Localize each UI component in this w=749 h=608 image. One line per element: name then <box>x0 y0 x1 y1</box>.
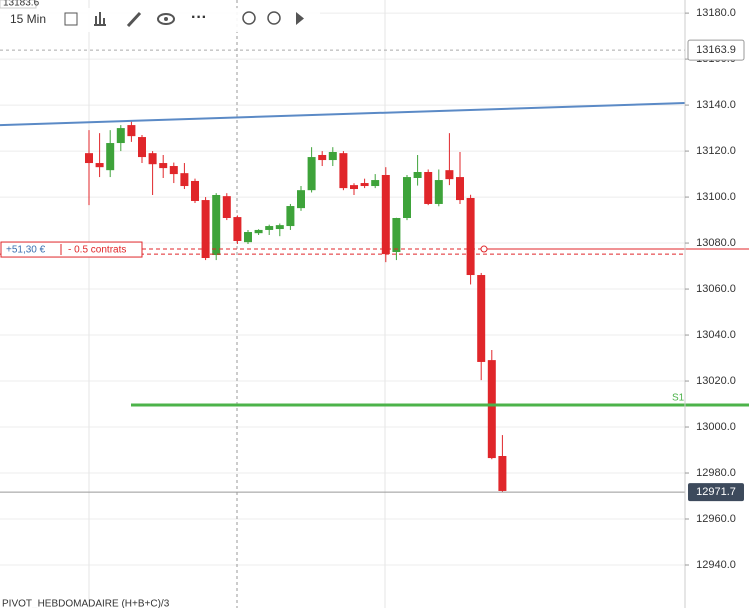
y-tick-label: 13120.0 <box>696 145 736 157</box>
y-tick-label: 12940.0 <box>696 559 736 571</box>
zoom-in-icon[interactable] <box>267 11 281 25</box>
candle-body <box>116 128 125 144</box>
draw-icon[interactable] <box>126 11 142 28</box>
indicator-label: PIVOT_HEBDOMADAIRE (H+B+C)/3 <box>2 599 170 608</box>
candle-body <box>466 197 475 276</box>
interval[interactable]: 15 Min <box>10 12 46 26</box>
candle-body <box>350 185 358 190</box>
candle-body <box>169 166 178 175</box>
y-tick-label: 13060.0 <box>696 283 736 295</box>
candle-body <box>371 180 380 187</box>
reference-box <box>687 39 745 61</box>
candle-body <box>424 172 433 204</box>
y-tick-label: 13080.0 <box>696 237 736 249</box>
trend-line <box>0 102 686 127</box>
calendar-icon[interactable] <box>64 12 78 26</box>
candle-body <box>477 275 486 362</box>
candle-body <box>318 154 327 161</box>
candle-body <box>286 206 295 227</box>
candle-body <box>328 152 337 161</box>
candle-body <box>85 153 93 164</box>
candle-body <box>148 153 157 165</box>
y-tick-label: 13020.0 <box>696 375 736 387</box>
candle-body <box>191 180 199 201</box>
candle-body <box>265 226 274 230</box>
candle-body <box>244 232 252 243</box>
view-icon[interactable] <box>157 13 175 25</box>
y-tick-label: 12980.0 <box>696 467 736 479</box>
session-high: 13183.6 <box>3 0 40 9</box>
y-tick-label: 13000.0 <box>696 421 736 433</box>
candle-body <box>127 125 136 137</box>
support-label: S1 <box>672 393 685 404</box>
chart-type-icon[interactable] <box>94 12 106 26</box>
grid <box>88 0 386 608</box>
position-handle <box>480 245 488 253</box>
y-tick-label: 13040.0 <box>696 329 736 341</box>
position-box <box>0 241 143 258</box>
session-high-box <box>0 0 37 9</box>
candle-body <box>413 172 422 178</box>
y-tick-label: 13100.0 <box>696 191 736 203</box>
candle-body <box>445 170 454 180</box>
candle-body <box>275 225 284 230</box>
more-icon[interactable]: ··· <box>191 9 207 26</box>
y-tick-label: 12960.0 <box>696 513 736 525</box>
candle-body <box>212 195 221 256</box>
candle-body <box>498 456 507 491</box>
candle-body <box>159 163 168 169</box>
candle-body <box>297 190 305 209</box>
candle-body <box>360 183 369 187</box>
candle-body <box>180 173 189 187</box>
y-tick-label: 13140.0 <box>696 99 736 111</box>
play-icon[interactable] <box>296 12 304 25</box>
last-price-label: 12971.7 <box>696 486 736 498</box>
candle-body <box>456 177 464 201</box>
zoom-out-icon[interactable] <box>242 11 256 25</box>
candle-body <box>403 177 411 218</box>
candle-body <box>254 229 263 234</box>
candle-body <box>434 180 443 204</box>
position-pnl: +51,30 € <box>6 245 46 256</box>
candle-body <box>138 137 146 158</box>
candle-body <box>201 200 210 259</box>
view-icon-pupil <box>164 17 168 21</box>
y-tick-label: 13180.0 <box>696 7 736 19</box>
candle-body <box>381 174 390 255</box>
toolbar-bg <box>0 8 320 32</box>
candle-body <box>392 217 401 253</box>
candle-body <box>106 143 115 171</box>
reference-label: 13163.9 <box>696 44 736 56</box>
candle-body <box>222 196 231 218</box>
candle-body <box>307 157 316 191</box>
last-price-box <box>688 483 744 502</box>
candle-body <box>233 217 242 241</box>
candle-body <box>339 153 348 189</box>
candle-body <box>95 163 104 168</box>
candle-body <box>487 360 496 459</box>
position-size: - 0.5 contrats <box>68 245 126 256</box>
toolbar: 15 Min ··· <box>0 8 320 32</box>
